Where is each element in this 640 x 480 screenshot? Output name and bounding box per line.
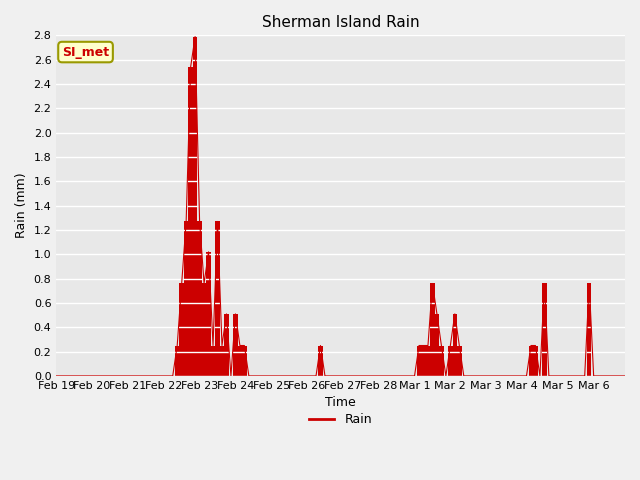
Legend: Rain: Rain xyxy=(305,408,377,431)
Title: Sherman Island Rain: Sherman Island Rain xyxy=(262,15,419,30)
Y-axis label: Rain (mm): Rain (mm) xyxy=(15,173,28,239)
Text: SI_met: SI_met xyxy=(62,46,109,59)
X-axis label: Time: Time xyxy=(325,396,356,409)
